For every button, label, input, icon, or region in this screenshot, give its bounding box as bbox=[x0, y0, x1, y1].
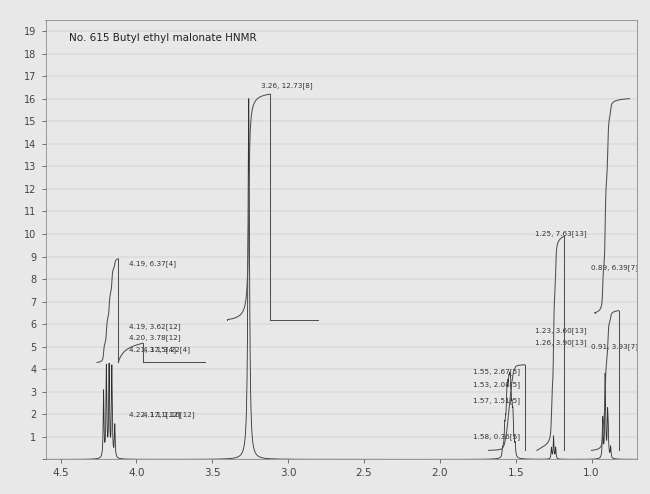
Text: 4.17, 3.22[4]: 4.17, 3.22[4] bbox=[142, 347, 190, 353]
Text: 1.53, 2.08[5]: 1.53, 2.08[5] bbox=[473, 382, 520, 388]
Text: 1.55, 2.67[5]: 1.55, 2.67[5] bbox=[473, 368, 520, 375]
Text: 4.20, 3.78[12]: 4.20, 3.78[12] bbox=[129, 334, 181, 341]
Text: 4.21, 3.15[4]: 4.21, 3.15[4] bbox=[129, 347, 176, 353]
Text: 3.26, 12.73[8]: 3.26, 12.73[8] bbox=[261, 82, 313, 88]
Text: 4.17, 1.16[12]: 4.17, 1.16[12] bbox=[142, 411, 194, 418]
Text: 1.25, 7.63[13]: 1.25, 7.63[13] bbox=[536, 231, 587, 237]
Text: 4.19, 6.37[4]: 4.19, 6.37[4] bbox=[129, 260, 176, 267]
Text: 1.57, 1.51[5]: 1.57, 1.51[5] bbox=[473, 398, 520, 404]
Text: 4.22, 1.11[12]: 4.22, 1.11[12] bbox=[129, 411, 181, 418]
Text: 0.89, 6.39[7]: 0.89, 6.39[7] bbox=[591, 264, 638, 271]
Text: 4.19, 3.62[12]: 4.19, 3.62[12] bbox=[129, 323, 181, 330]
Text: 0.91, 3.93[7]: 0.91, 3.93[7] bbox=[591, 343, 638, 350]
Text: 1.26, 3.90[13]: 1.26, 3.90[13] bbox=[536, 339, 587, 345]
Text: 1.58, 0.36[5]: 1.58, 0.36[5] bbox=[473, 434, 520, 440]
Text: No. 615 Butyl ethyl malonate HNMR: No. 615 Butyl ethyl malonate HNMR bbox=[69, 33, 257, 43]
Text: 1.23, 3.60[13]: 1.23, 3.60[13] bbox=[536, 328, 587, 334]
